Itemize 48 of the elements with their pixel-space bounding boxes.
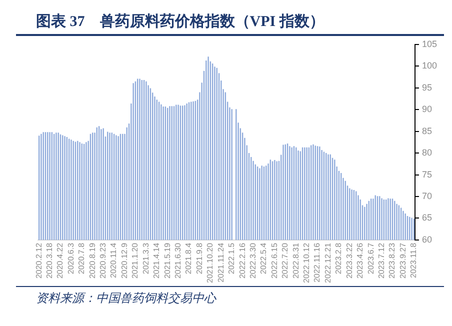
x-tick-label: 2021.10.20: [206, 242, 215, 284]
x-tick-label: 2022.7.20: [280, 242, 290, 279]
x-tick-label: 2022.5.4: [259, 242, 268, 274]
x-tick-label: 2023.3.22: [344, 242, 354, 279]
x-tick-label: 2020.6.3: [66, 242, 76, 274]
x-tick-label: 2022.2.16: [238, 242, 247, 279]
y-tick-label: 70: [422, 190, 432, 201]
x-tick-label: 2023.2.8: [334, 242, 344, 274]
x-tick-label: 2022.8.31: [291, 242, 300, 279]
x-tick-label: 2020.11.4: [109, 242, 118, 278]
y-tick-label: 65: [422, 212, 432, 223]
x-tick-label: 2020.3.18: [44, 242, 54, 279]
x-tick-label: 2022.10.12: [302, 242, 312, 284]
x-tick-label: 2022.3.30: [248, 242, 258, 279]
chart-title: 图表 37 兽药原料药价格指数（VPI 指数）: [16, 8, 444, 36]
y-tick-label: 90: [422, 104, 432, 114]
x-tick-label: 2023.8.23: [388, 242, 397, 279]
x-tick-label: 2022.6.15: [270, 242, 279, 279]
x-tick-label: 2021.11.24: [216, 242, 226, 282]
y-tick-label: 85: [422, 126, 432, 136]
x-tick-label: 2023.9.27: [398, 242, 408, 279]
x-tick-label: 2021.5.19: [162, 242, 172, 279]
x-tick-label: 2021.9.8: [194, 242, 204, 274]
x-tick-label: 2023.6.7: [366, 242, 376, 274]
x-tick-label: 2023.4.26: [356, 242, 365, 279]
x-tick-label: 2023.7.12: [376, 242, 386, 279]
x-tick-label: 2021.1.20: [130, 242, 140, 279]
y-tick-label: 80: [422, 148, 432, 158]
x-tick-label: 2021.8.4: [184, 242, 194, 274]
y-tick-label: 105: [422, 38, 438, 49]
x-tick-label: 2021.3.3: [141, 242, 150, 274]
x-tick-label: 2022.11.16: [312, 242, 322, 282]
y-tick-label: 60: [422, 234, 432, 244]
x-tick-label: 2020.9.23: [98, 242, 108, 279]
x-tick-label: 2022.1.5: [227, 242, 236, 274]
y-tick-label: 95: [422, 82, 432, 92]
x-tick-label: 2021.6.30: [174, 242, 182, 279]
y-tick-label: 100: [422, 60, 438, 71]
x-tick-label: 2020.2.12: [34, 242, 44, 279]
x-tick-label: 2020.12.9: [120, 242, 129, 279]
x-tick-label: 2022.12.21: [323, 242, 332, 284]
text: 资料来源：中国兽药饲料交易中心: [36, 290, 218, 307]
x-tick-label: 2020.8.19: [88, 242, 97, 279]
x-tick-label: 2023.11.8: [409, 242, 418, 278]
x-tick-label: 2021.4.14: [152, 242, 162, 279]
x-tick-label: 2020.4.22: [56, 242, 65, 279]
x-tick-label: 2020.7.8: [77, 242, 86, 274]
y-tick-label: 75: [422, 169, 432, 180]
